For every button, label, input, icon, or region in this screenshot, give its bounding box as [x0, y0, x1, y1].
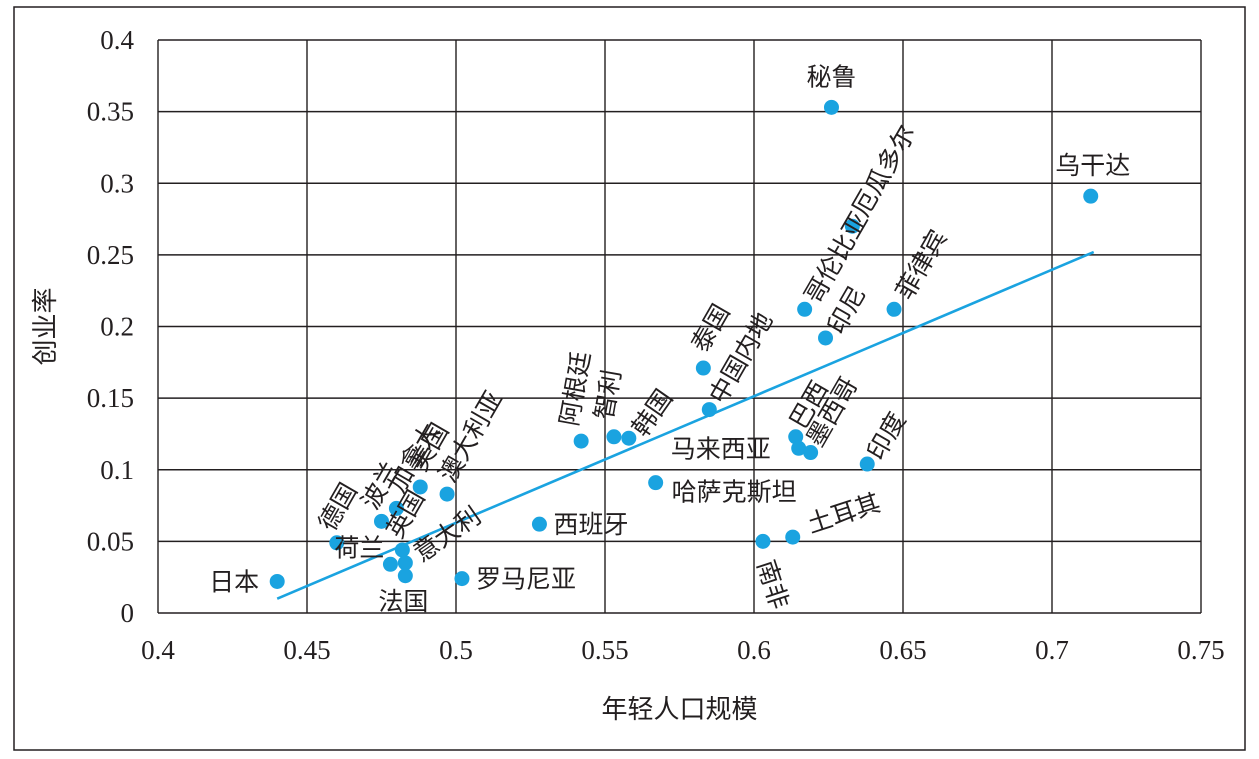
- data-point: [701, 402, 717, 418]
- y-tick-label: 0: [121, 598, 135, 628]
- data-point: [785, 529, 801, 545]
- data-point: [531, 516, 547, 532]
- y-tick-label: 0.2: [100, 312, 134, 342]
- data-points: [269, 99, 1099, 589]
- x-axis-title: 年轻人口规模: [601, 695, 757, 725]
- data-point: [329, 535, 345, 551]
- y-tick-label: 0.1: [100, 455, 134, 485]
- data-point: [1083, 188, 1099, 204]
- data-point: [394, 542, 410, 558]
- point-label: 荷兰: [334, 533, 384, 562]
- point-label: 罗马尼亚: [476, 565, 576, 594]
- point-label: 日本: [209, 567, 259, 596]
- data-point: [797, 301, 813, 317]
- x-tick-label: 0.75: [1177, 635, 1224, 665]
- data-point: [788, 429, 804, 445]
- x-tick-label: 0.4: [141, 635, 175, 665]
- trend-line: [276, 250, 1095, 600]
- data-point: [269, 573, 285, 589]
- data-point: [412, 479, 428, 495]
- y-tick-label: 0.3: [100, 168, 134, 198]
- data-point: [388, 500, 404, 516]
- point-label: 菲律宾: [890, 225, 953, 304]
- data-point: [573, 433, 589, 449]
- point-label: 乌干达: [1055, 151, 1130, 180]
- point-label: 秘鲁: [806, 62, 856, 91]
- x-tick-label: 0.65: [879, 635, 926, 665]
- data-point: [648, 475, 664, 491]
- point-label: 泰国: [685, 299, 735, 357]
- data-point: [374, 513, 389, 529]
- y-tick-label: 0.15: [87, 383, 134, 413]
- data-point: [397, 555, 413, 571]
- data-point: [695, 360, 711, 376]
- data-point: [397, 568, 413, 584]
- data-point: [454, 571, 470, 587]
- x-tick-label: 0.7: [1035, 635, 1069, 665]
- point-label: 南非: [751, 556, 794, 613]
- y-tick-label: 0.25: [87, 240, 134, 270]
- y-tick-label: 0.35: [87, 97, 134, 127]
- data-point: [818, 330, 834, 346]
- figure-frame: [13, 6, 1246, 751]
- data-point: [755, 533, 771, 549]
- point-label: 土耳其: [804, 488, 884, 539]
- grid-lines: [157, 39, 1202, 614]
- data-point: [382, 556, 398, 572]
- data-point: [791, 440, 807, 456]
- data-point: [844, 218, 860, 234]
- x-tick-label: 0.6: [737, 635, 771, 665]
- x-axis-ticks: 0.4 0.45 0.5 0.55 0.6 0.65 0.7 0.75: [141, 635, 1225, 665]
- data-point: [621, 430, 637, 446]
- point-label: 智利: [589, 368, 626, 422]
- data-point: [803, 445, 819, 461]
- data-point: [859, 456, 875, 472]
- y-axis-title: 创业率: [31, 287, 61, 365]
- y-tick-label: 0.05: [87, 526, 134, 556]
- y-tick-label: 0.4: [100, 25, 134, 55]
- x-tick-label: 0.55: [581, 635, 628, 665]
- point-label: 马来西亚: [671, 434, 771, 463]
- point-label: 德国: [313, 478, 363, 536]
- data-point: [606, 429, 622, 445]
- x-tick-label: 0.45: [283, 635, 330, 665]
- point-label: 哈萨克斯坦: [672, 478, 797, 507]
- data-point: [823, 99, 839, 115]
- point-label: 印度: [861, 407, 911, 465]
- x-tick-label: 0.5: [439, 635, 473, 665]
- point-label: 厄瓜多尔: [846, 120, 921, 221]
- y-axis-ticks: 0 0.05 0.1 0.15 0.2 0.25 0.3 0.35 0.4: [87, 25, 135, 628]
- point-label: 法国: [378, 587, 428, 616]
- point-label: 西班牙: [553, 510, 628, 539]
- data-point: [886, 301, 902, 317]
- data-point: [439, 486, 455, 502]
